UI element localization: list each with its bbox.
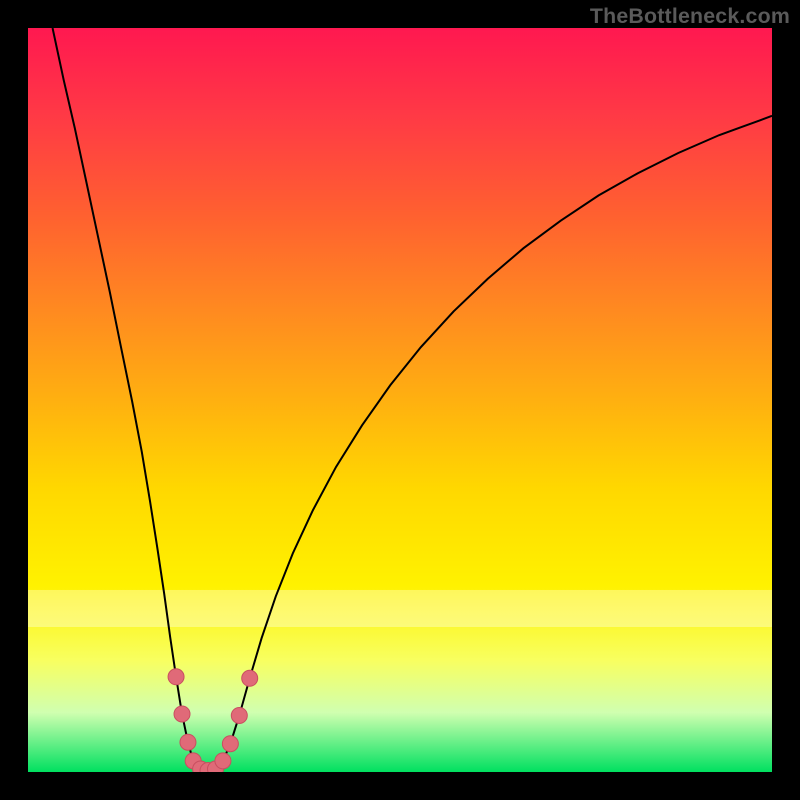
curve-marker — [180, 734, 196, 750]
watermark-text: TheBottleneck.com — [590, 4, 790, 29]
plot-area — [28, 28, 772, 772]
curve-marker — [222, 736, 238, 752]
curve-marker — [174, 706, 190, 722]
curve-marker — [242, 670, 258, 686]
bottleneck-curve — [53, 28, 772, 771]
marker-group — [168, 669, 258, 772]
curve-marker — [215, 753, 231, 769]
curve-marker — [168, 669, 184, 685]
curve-layer — [28, 28, 772, 772]
curve-marker — [231, 707, 247, 723]
chart-root: TheBottleneck.com — [0, 0, 800, 800]
